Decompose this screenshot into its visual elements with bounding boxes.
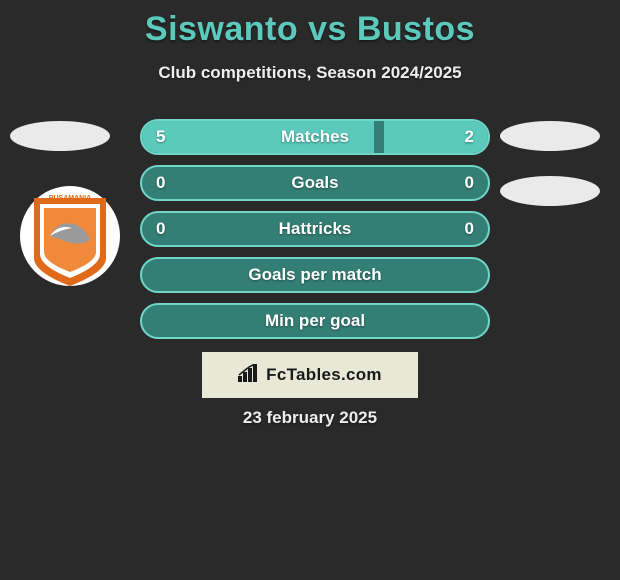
player-right-badge-ellipse-icon — [500, 176, 600, 206]
team-left-logo-icon: PUSAMANIA — [20, 180, 120, 292]
stats-bars: 5 Matches 2 0 Goals 0 0 Hattricks 0 Goal… — [140, 119, 490, 349]
player-left-badge-ellipse-icon — [10, 121, 110, 151]
brand-text: FcTables.com — [266, 365, 382, 385]
stat-row-goals: 0 Goals 0 — [140, 165, 490, 201]
stat-value-right: 0 — [465, 167, 474, 199]
stat-value-right: 0 — [465, 213, 474, 245]
stat-label: Hattricks — [142, 213, 488, 245]
stat-row-min-per-goal: Min per goal — [140, 303, 490, 339]
player-right-badge-ellipse-icon — [500, 121, 600, 151]
svg-text:PUSAMANIA: PUSAMANIA — [49, 195, 91, 202]
brand-badge: FcTables.com — [202, 352, 418, 398]
date-text: 23 february 2025 — [0, 408, 620, 428]
stat-row-goals-per-match: Goals per match — [140, 257, 490, 293]
bars-icon — [238, 364, 260, 387]
stat-row-hattricks: 0 Hattricks 0 — [140, 211, 490, 247]
stat-label: Goals per match — [142, 259, 488, 291]
stat-label: Goals — [142, 167, 488, 199]
stat-row-matches: 5 Matches 2 — [140, 119, 490, 155]
stat-value-right: 2 — [465, 121, 474, 153]
stat-label: Matches — [142, 121, 488, 153]
page-title: Siswanto vs Bustos — [0, 0, 620, 49]
stat-label: Min per goal — [142, 305, 488, 337]
page-subtitle: Club competitions, Season 2024/2025 — [0, 63, 620, 83]
comparison-infographic: Siswanto vs Bustos Club competitions, Se… — [0, 0, 620, 580]
